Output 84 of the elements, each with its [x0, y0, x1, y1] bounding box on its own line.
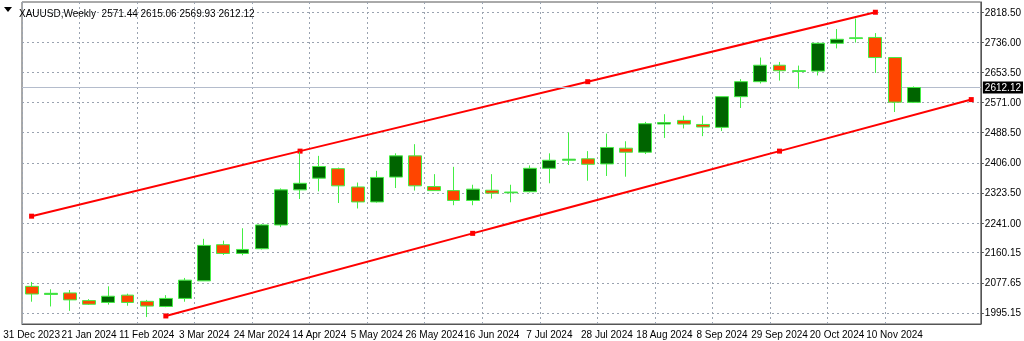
candlestick [581, 150, 595, 182]
x-tick-label: 16 Jun 2024 [464, 328, 520, 340]
x-tick-label: 8 Sep 2024 [696, 328, 748, 340]
candlestick [140, 299, 154, 318]
candlestick [638, 121, 652, 155]
candlestick [907, 85, 921, 104]
candlestick [216, 240, 230, 256]
text: XAUUSD,Weekly 2571.44 2615.06 2569.93 2612.12 [19, 7, 255, 19]
candlestick [331, 167, 345, 204]
candlestick [868, 32, 882, 74]
x-tick-label: 20 Oct 2024 [809, 328, 865, 340]
point [163, 313, 169, 319]
candlestick [389, 152, 403, 189]
candlestick [447, 166, 460, 206]
candlestick [466, 184, 480, 206]
candlestick [888, 56, 902, 113]
y-tick-label: 2406.00 [984, 157, 1022, 169]
y-tick-label: 2818.50 [984, 6, 1022, 18]
point [470, 230, 476, 236]
candlestick [25, 281, 39, 303]
candlestick [312, 155, 326, 192]
point [29, 213, 35, 219]
candlestick [121, 293, 134, 307]
candlestick [542, 152, 556, 184]
x-tick-label: 11 Feb 2024 [118, 328, 175, 340]
y-tick-label: 1995.15 [984, 307, 1022, 319]
y-tick-label: 2241.00 [984, 217, 1022, 229]
y-tick-label: 2077.65 [984, 277, 1022, 289]
candlestick [159, 294, 173, 308]
candlestick [274, 187, 288, 228]
x-tick-label: 26 May 2024 [405, 328, 464, 340]
candlestick [63, 289, 77, 312]
x-tick-label: 29 Sep 2024 [751, 328, 809, 340]
candlestick [715, 96, 729, 132]
y-tick-label: 2571.00 [984, 97, 1022, 109]
candlestick [485, 173, 499, 200]
x-tick-label: 3 Mar 2024 [178, 328, 230, 340]
candlestick [830, 28, 844, 49]
candlestick [408, 143, 422, 192]
candlestick [351, 182, 365, 209]
x-tick-label: 31 Dec 2023 [3, 328, 61, 340]
point [872, 9, 878, 15]
y-tick-label: 2488.50 [984, 127, 1022, 139]
candlestick [562, 131, 576, 166]
x-tick-label: 7 Jul 2024 [526, 328, 573, 340]
x-tick-label: 24 Mar 2024 [233, 328, 291, 340]
y-tick-label: 2160.15 [984, 247, 1022, 259]
candlestick [101, 285, 115, 306]
candlestick [849, 17, 863, 44]
point [297, 148, 303, 154]
y-tick-label: 2323.50 [984, 187, 1022, 199]
candlestick [677, 115, 691, 129]
x-tick-label: 10 Nov 2024 [866, 328, 924, 340]
x-tick-label: 21 Jan 2024 [61, 328, 118, 340]
candlestick [82, 298, 96, 306]
candlestick [657, 113, 671, 139]
candlestick [427, 173, 441, 192]
candlestick [619, 140, 633, 178]
point [776, 148, 782, 154]
candlestick [696, 115, 710, 137]
y-tick-label: 2736.00 [984, 36, 1022, 48]
x-tick-label: 5 May 2024 [350, 328, 404, 340]
candlestick [811, 42, 825, 76]
candlestick [523, 164, 537, 193]
x-tick-label: 18 Aug 2024 [636, 328, 693, 340]
ref-line-label: 2612.12 [984, 81, 1022, 93]
point [968, 97, 974, 103]
x-tick-label: 14 Apr 2024 [292, 328, 347, 340]
point [585, 79, 591, 85]
candlestick [792, 65, 806, 90]
candlestick [255, 223, 269, 250]
candlestick [504, 184, 518, 203]
candlestick [773, 61, 786, 82]
x-tick-label: 28 Jul 2024 [581, 328, 634, 340]
candlestick [753, 57, 767, 85]
y-tick-label: 2653.50 [984, 66, 1022, 78]
candlestick [293, 151, 307, 200]
candlestick [734, 78, 748, 109]
candlestick [44, 288, 58, 307]
candlestick [197, 238, 211, 282]
candlestick [178, 277, 192, 303]
candlestick [600, 133, 614, 177]
candlestick [236, 227, 249, 256]
candlestick [370, 170, 384, 204]
